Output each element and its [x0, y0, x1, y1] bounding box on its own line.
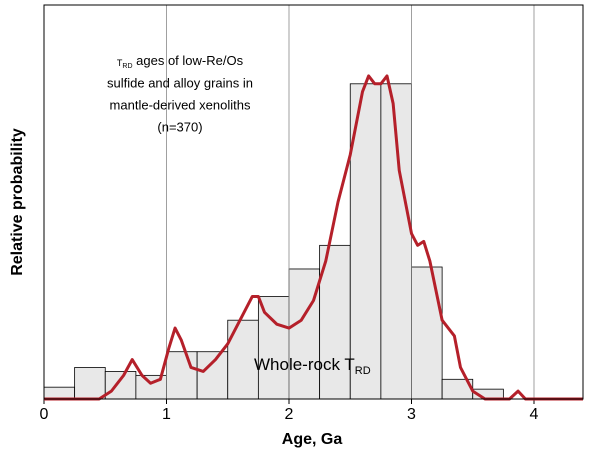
label-subscript: RD [355, 365, 371, 377]
label: Whole-rock TRD [254, 355, 371, 376]
annotation-text: ages of low-Re/Os [133, 53, 244, 68]
probability-curve [44, 74, 583, 401]
label-text: Whole-rock T [254, 355, 355, 374]
annotation-symbol: T [117, 58, 123, 68]
histogram-bar [319, 244, 351, 400]
histogram-bar [288, 268, 321, 400]
x-tick-label: 0 [40, 406, 49, 423]
annotation-subscript: RD [122, 63, 132, 70]
histogram-bar [196, 351, 229, 400]
histogram-bar [43, 386, 76, 400]
annotation: TRD ages of low-Re/Os [117, 53, 244, 69]
annotation-line: mantle-derived xenoliths [110, 97, 251, 112]
histogram-bar [411, 266, 443, 400]
x-tick-label: 3 [407, 406, 416, 423]
annotation-line: sulfide and alloy grains in [107, 75, 253, 90]
histogram-bar [257, 296, 290, 400]
histogram-bar [74, 367, 106, 400]
histogram-bar [104, 371, 137, 400]
plot-frame [43, 4, 584, 400]
x-tick-label: 4 [530, 406, 539, 423]
x-axis-label: Age, Ga [282, 431, 343, 448]
x-tick-label: 2 [285, 406, 294, 423]
y-axis-label: Relative probability [9, 128, 26, 276]
histogram-bar [166, 351, 198, 400]
annotation-line: (n=370) [157, 119, 202, 134]
x-tick-label: 1 [162, 406, 171, 423]
